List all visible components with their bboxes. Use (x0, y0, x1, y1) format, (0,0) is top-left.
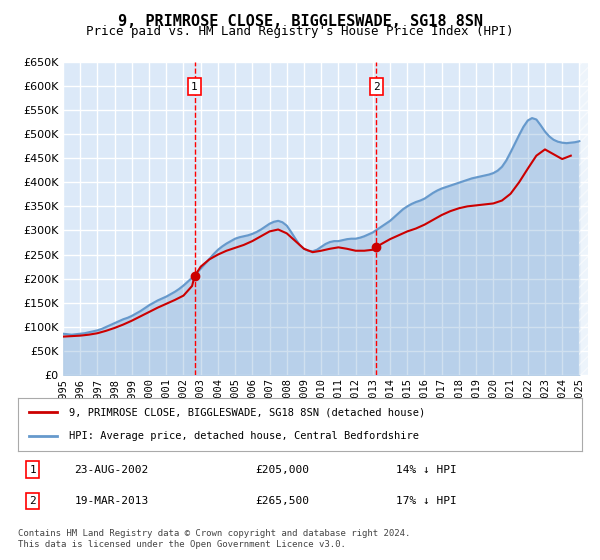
Text: 9, PRIMROSE CLOSE, BIGGLESWADE, SG18 8SN: 9, PRIMROSE CLOSE, BIGGLESWADE, SG18 8SN (118, 14, 482, 29)
Text: £205,000: £205,000 (255, 465, 309, 475)
Text: 19-MAR-2013: 19-MAR-2013 (74, 496, 149, 506)
Text: 17% ↓ HPI: 17% ↓ HPI (396, 496, 457, 506)
Text: 23-AUG-2002: 23-AUG-2002 (74, 465, 149, 475)
Text: HPI: Average price, detached house, Central Bedfordshire: HPI: Average price, detached house, Cent… (69, 431, 419, 441)
Text: 1: 1 (29, 465, 36, 475)
Text: 14% ↓ HPI: 14% ↓ HPI (396, 465, 457, 475)
Text: £265,500: £265,500 (255, 496, 309, 506)
Text: Contains HM Land Registry data © Crown copyright and database right 2024.
This d: Contains HM Land Registry data © Crown c… (18, 529, 410, 549)
Text: 1: 1 (191, 82, 198, 92)
Text: 2: 2 (29, 496, 36, 506)
Text: 2: 2 (373, 82, 380, 92)
Text: Price paid vs. HM Land Registry's House Price Index (HPI): Price paid vs. HM Land Registry's House … (86, 25, 514, 38)
Text: 9, PRIMROSE CLOSE, BIGGLESWADE, SG18 8SN (detached house): 9, PRIMROSE CLOSE, BIGGLESWADE, SG18 8SN… (69, 408, 425, 418)
